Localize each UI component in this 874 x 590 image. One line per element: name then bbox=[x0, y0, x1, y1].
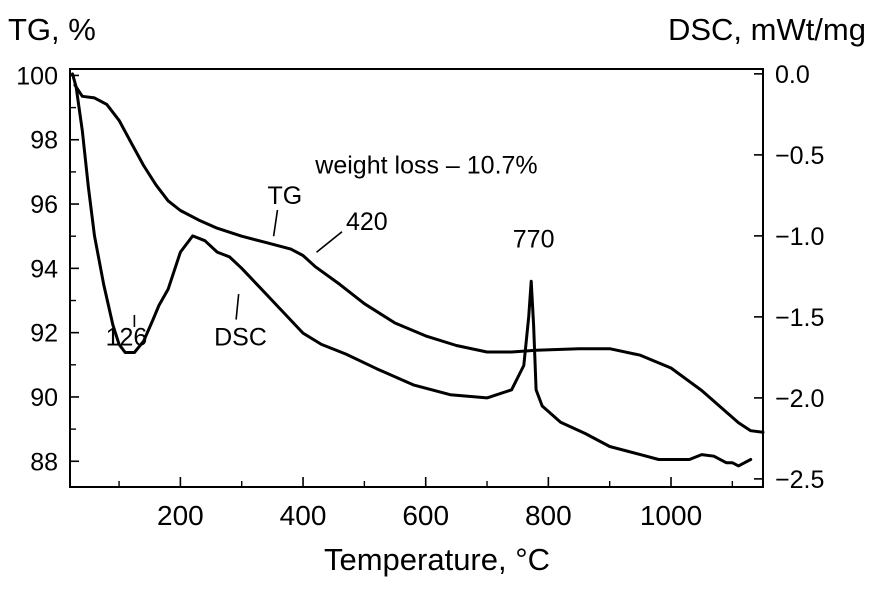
y-left-tick-label: 100 bbox=[16, 62, 58, 90]
x-tick-label: 800 bbox=[525, 500, 572, 531]
y-right-tick-label: −1.0 bbox=[775, 223, 824, 251]
annotation-420: 420 bbox=[346, 208, 388, 236]
annotation-weight: weight loss – 10.7% bbox=[314, 152, 537, 180]
y-right-tick-label: 0.0 bbox=[775, 61, 810, 89]
y-left-tick-label: 96 bbox=[30, 191, 58, 219]
annotation-tg: TG bbox=[267, 182, 302, 210]
y-right-tick-label: −2.0 bbox=[775, 385, 824, 413]
annotation-770: 770 bbox=[513, 225, 555, 253]
x-tick-label: 1000 bbox=[640, 500, 702, 531]
y-left-tick-label: 92 bbox=[30, 320, 58, 348]
annotation-leader-line bbox=[272, 209, 279, 237]
x-axis-label: Temperature, °C bbox=[324, 542, 550, 577]
annotation-leader-line bbox=[316, 231, 343, 253]
series-line-tg bbox=[73, 83, 765, 434]
annotation-leader-line bbox=[235, 293, 240, 320]
plot-frame bbox=[69, 68, 764, 488]
y-left-tick-label: 90 bbox=[30, 384, 58, 412]
y-right-tick-label: −1.5 bbox=[775, 304, 824, 332]
series-line-dsc bbox=[71, 72, 753, 468]
y-axis-left-label: TG, % bbox=[8, 12, 96, 47]
annotations-layer: weight loss – 10.7% TG 420 770 126 DSC bbox=[106, 152, 555, 352]
y-axis-right-label: DSC, mWt/mg bbox=[668, 12, 866, 47]
y-left-tick-label: 98 bbox=[30, 127, 58, 155]
x-tick-label: 600 bbox=[402, 500, 449, 531]
annotation-dsc: DSC bbox=[214, 324, 267, 352]
x-tick-label: 400 bbox=[280, 500, 327, 531]
x-tick-label: 200 bbox=[157, 500, 204, 531]
series-layer bbox=[71, 72, 765, 468]
ticks-layer: 200 400 600 800 1000 100 98 96 94 92 90 88 0.0 −0.5 −1… bbox=[16, 61, 824, 531]
y-right-tick-label: −0.5 bbox=[775, 142, 824, 170]
y-left-tick-label: 88 bbox=[30, 448, 58, 476]
annotation-126: 126 bbox=[106, 324, 148, 352]
y-left-tick-label: 94 bbox=[30, 255, 58, 283]
y-right-tick-label: −2.5 bbox=[775, 466, 824, 494]
